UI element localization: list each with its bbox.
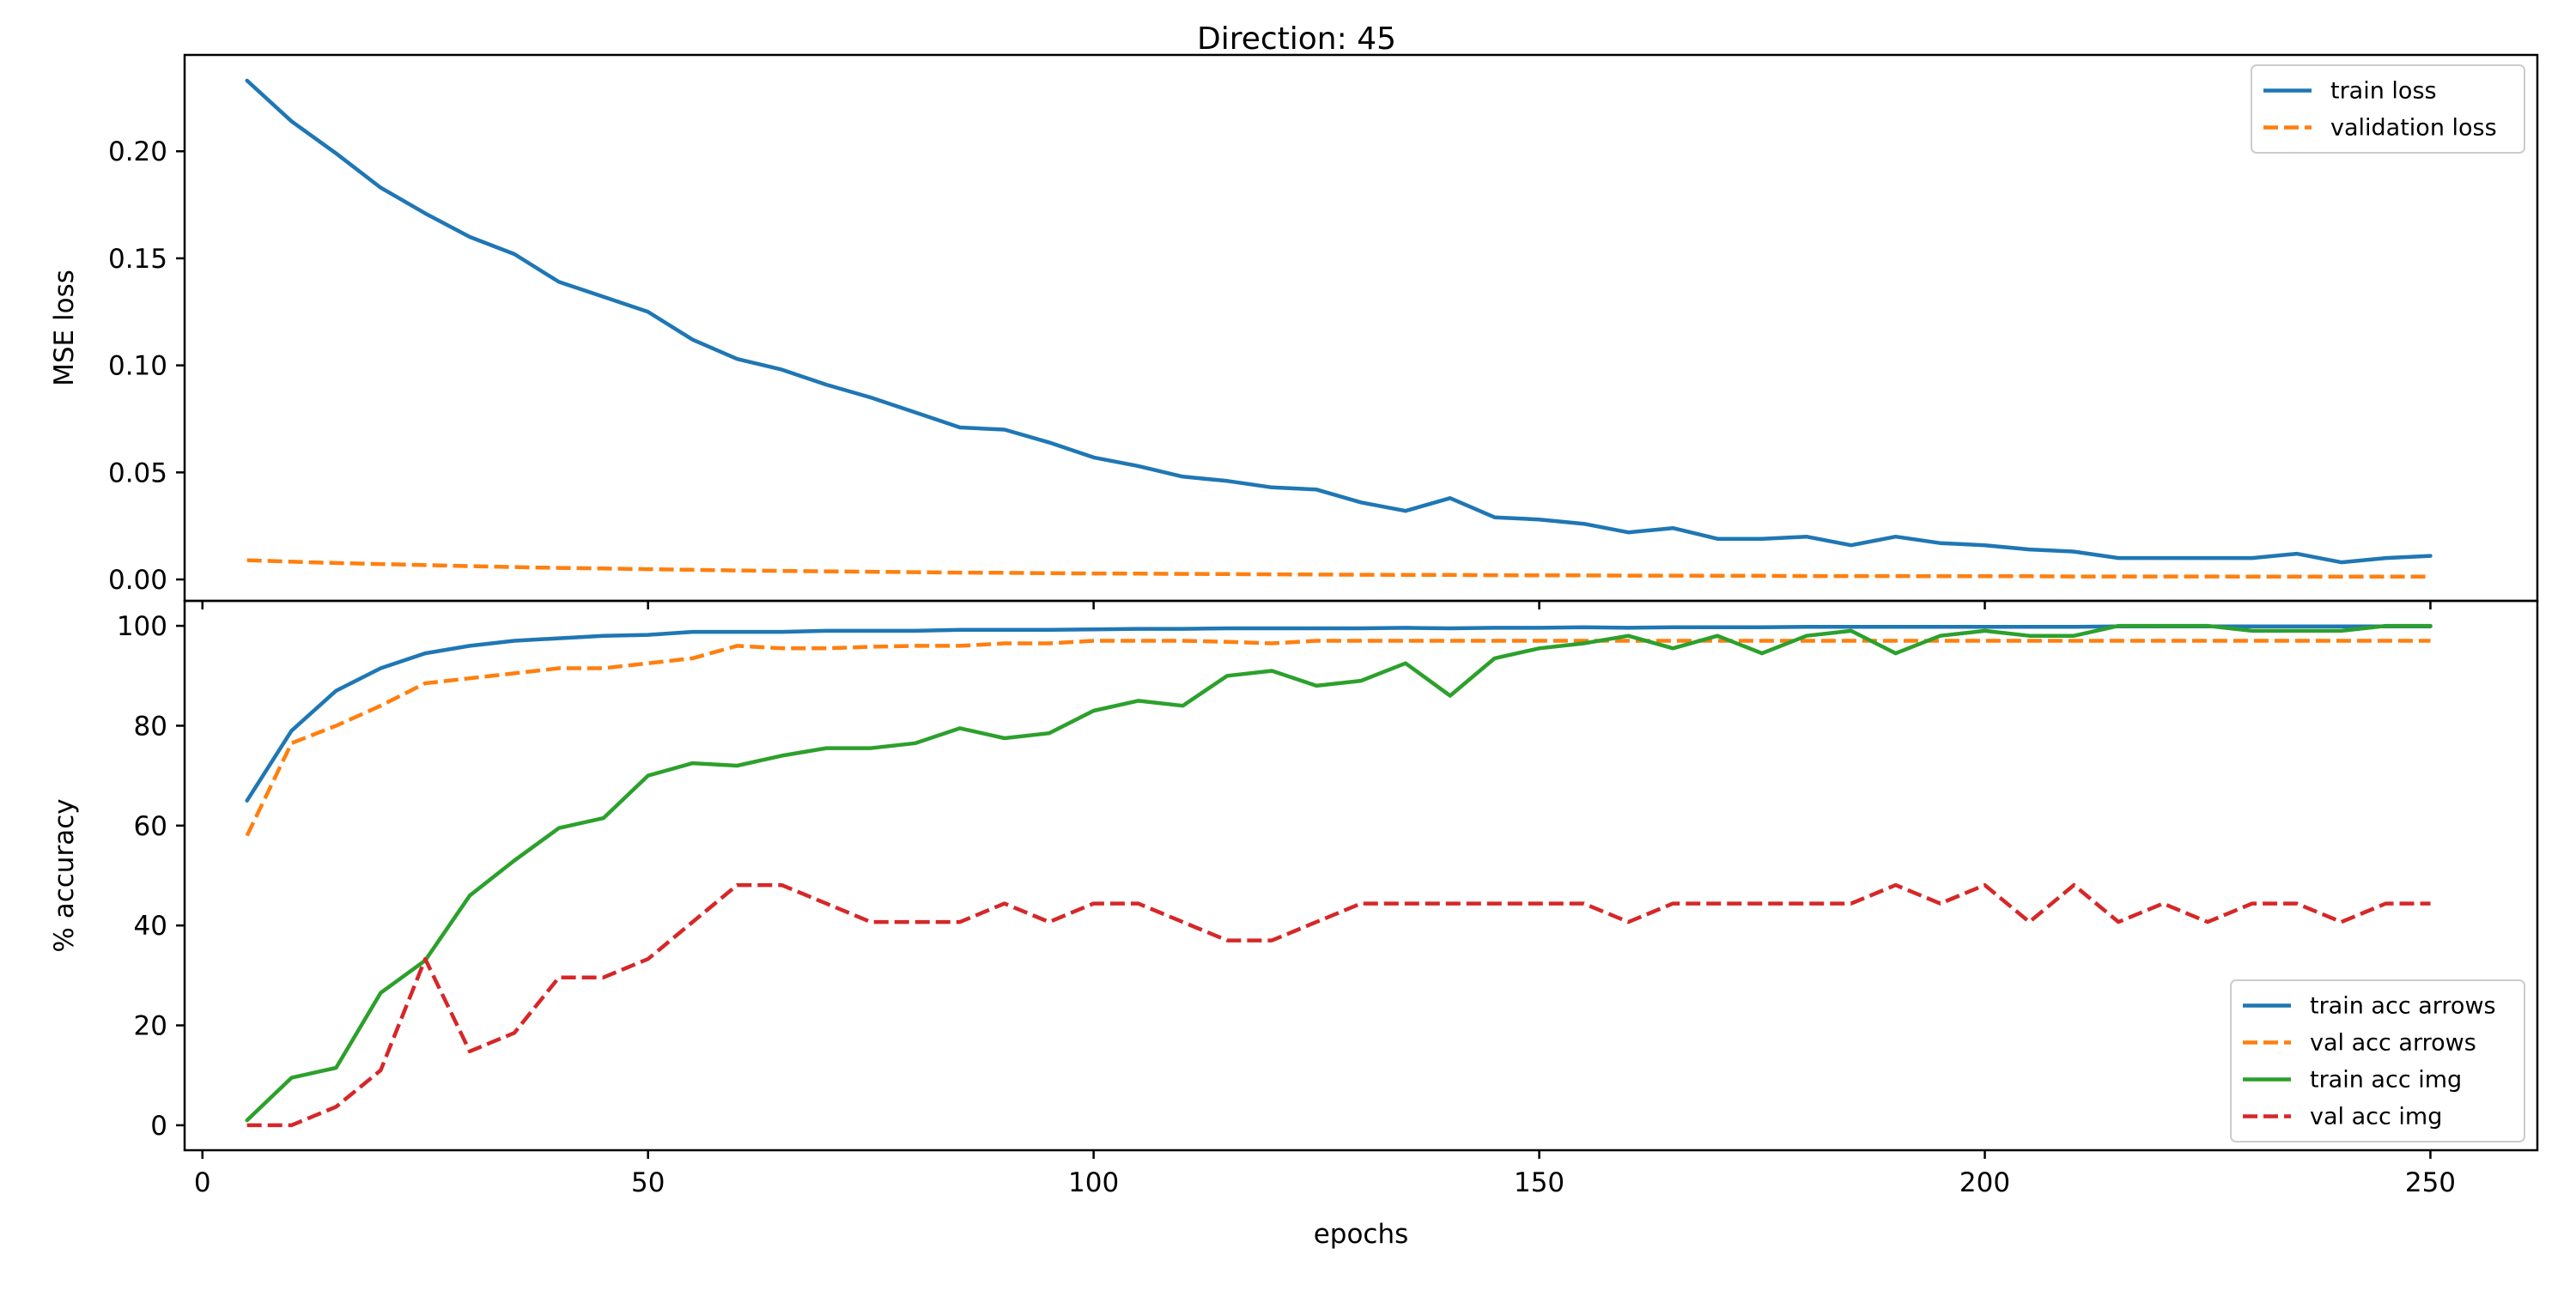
series-line-train-loss: [245, 78, 2433, 565]
axes-frame: [183, 599, 2539, 1152]
x-tick-label: 0: [194, 1167, 211, 1198]
x-tick-label: 50: [631, 1167, 665, 1198]
legend-label: val acc img: [2310, 1104, 2442, 1130]
accuracy-panel: 0 20 40 60 80 100 0 50 100 150 200 250 % accuracy epo…: [49, 599, 2539, 1250]
y-tick-label: 0.05: [108, 458, 167, 488]
y-tick-label: 0.20: [108, 136, 167, 167]
legend: train loss validation loss: [2251, 64, 2525, 154]
y-axis-label: % accuracy: [49, 798, 80, 952]
legend-box: [2230, 979, 2525, 1143]
series-line-val-acc-img: [246, 882, 2431, 1128]
x-tick-label: 150: [1514, 1167, 1564, 1198]
series-line-validation-loss: [246, 558, 2431, 579]
series-line-train-acc-img: [245, 623, 2433, 1123]
legend-box: [2251, 64, 2525, 154]
y-tick-label: 0: [150, 1111, 167, 1142]
legend-label: train acc img: [2310, 1067, 2462, 1094]
y-tick-label: 20: [134, 1011, 167, 1042]
series-line-val-acc-arrows: [245, 639, 2431, 837]
y-tick-label: 100: [117, 611, 167, 642]
series-line-train-acc-arrows: [245, 624, 2433, 803]
legend-label: validation loss: [2330, 115, 2497, 142]
y-tick-label: 0.00: [108, 565, 167, 596]
legend-label: train loss: [2330, 78, 2437, 105]
legend: train acc arrows val acc arrows train acc …: [2230, 979, 2525, 1143]
y-tick-label: 0.15: [108, 244, 167, 275]
y-tick-label: 40: [134, 911, 167, 942]
x-tick-label: 100: [1068, 1167, 1119, 1198]
loss-panel: 0.00 0.05 0.10 0.15 0.20 MSE loss train loss va…: [49, 53, 2539, 609]
chart-title: Direction: 45: [1197, 21, 1396, 57]
y-axis-label: MSE loss: [49, 270, 80, 386]
y-tick-label: 80: [134, 711, 167, 742]
x-tick-label: 250: [2405, 1167, 2456, 1198]
x-axis-label: epochs: [1314, 1219, 1409, 1250]
y-tick-label: 60: [134, 811, 167, 842]
y-tick-label: 0.10: [108, 351, 167, 382]
legend-label: train acc arrows: [2310, 993, 2496, 1020]
legend-label: val acc arrows: [2310, 1030, 2476, 1057]
x-tick-label: 200: [1959, 1167, 2010, 1198]
